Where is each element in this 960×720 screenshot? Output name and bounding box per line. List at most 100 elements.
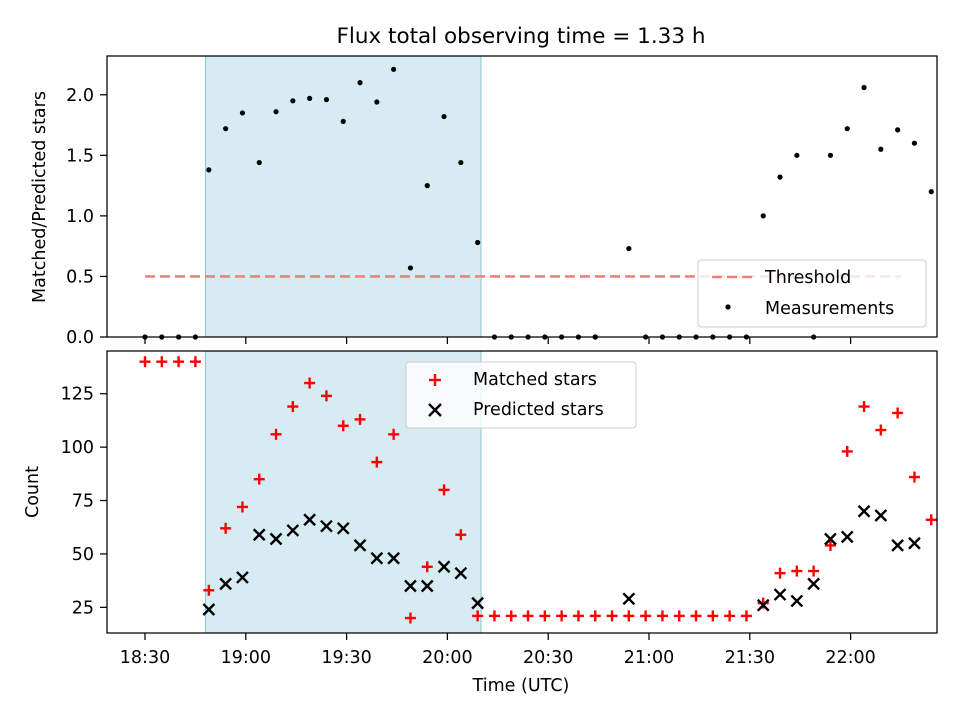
matched-star-point bbox=[690, 610, 702, 622]
bottom-xtick-label: 19:00 bbox=[221, 648, 271, 668]
matched-star-point bbox=[253, 473, 265, 485]
bottom-panel: 25 50 75 100 125 18:30 19:00 19:30 20:00 20:30 21… bbox=[23, 350, 938, 696]
measurement-point bbox=[844, 126, 850, 132]
matched-star-point bbox=[774, 567, 786, 579]
measurement-point bbox=[760, 213, 766, 219]
matched-star-point bbox=[438, 484, 450, 496]
matched-star-point bbox=[824, 539, 836, 551]
bottom-xtick-label: 20:30 bbox=[523, 648, 573, 668]
predicted-star-point bbox=[840, 530, 854, 544]
matched-star-point bbox=[421, 561, 433, 573]
matched-star-point bbox=[404, 612, 416, 624]
legend-matched-label: Matched stars bbox=[473, 370, 597, 390]
predicted-star-point bbox=[404, 579, 417, 593]
measurement-point bbox=[777, 174, 783, 180]
measurement-point bbox=[878, 146, 884, 152]
matched-star-point bbox=[606, 610, 618, 622]
matched-star-point bbox=[156, 356, 168, 368]
bottom-axes-frame bbox=[106, 350, 938, 634]
predicted-star-point bbox=[454, 566, 468, 580]
measurement-point bbox=[626, 245, 632, 252]
predicted-star-point bbox=[807, 577, 820, 591]
measurement-point bbox=[827, 152, 834, 158]
predicted-star-point bbox=[286, 524, 300, 537]
matched-star-point bbox=[724, 610, 736, 622]
predicted-star-point bbox=[336, 521, 350, 535]
matched-star-point bbox=[304, 377, 316, 389]
bottom-xlabel: Time (UTC) bbox=[472, 676, 570, 696]
matched-star-point bbox=[623, 610, 635, 622]
matched-star-point bbox=[455, 529, 467, 541]
top-panel: 0.00.51.01.52.0 Matched/Predicted stars … bbox=[30, 55, 938, 348]
matched-star-point bbox=[472, 610, 484, 622]
predicted-star-point bbox=[756, 598, 770, 612]
matched-star-point bbox=[858, 401, 870, 413]
matched-star-point bbox=[892, 407, 904, 419]
matched-star-point bbox=[656, 610, 668, 622]
bottom-ytick-label: 100 bbox=[61, 438, 94, 458]
bottom-ytick-label: 75 bbox=[72, 492, 94, 512]
predicted-star-point bbox=[773, 588, 787, 601]
matched-star-point bbox=[875, 424, 887, 436]
matched-star-point bbox=[589, 610, 601, 622]
matched-star-point bbox=[791, 565, 803, 577]
predicted-star-point bbox=[622, 592, 636, 606]
predicted-star-point bbox=[437, 560, 451, 574]
matched-star-point bbox=[337, 420, 349, 432]
matched-star-point bbox=[287, 401, 299, 413]
chart-title: Flux total observing time = 1.33 h bbox=[337, 24, 706, 49]
measurement-point bbox=[239, 110, 246, 116]
top-observing-interval bbox=[204, 55, 482, 338]
measurement-point bbox=[340, 118, 346, 125]
matched-star-point bbox=[189, 356, 201, 368]
matched-star-point bbox=[388, 428, 400, 440]
legend-matched-marker bbox=[429, 374, 441, 386]
measurement-point bbox=[307, 95, 313, 101]
predicted-star-point bbox=[219, 577, 232, 591]
measurement-point bbox=[911, 140, 918, 146]
predicted-star-point bbox=[790, 594, 804, 608]
predicted-star-point bbox=[471, 596, 484, 610]
bottom-ytick-label: 25 bbox=[72, 598, 94, 618]
predicted-star-point bbox=[353, 539, 367, 552]
predicted-star-point bbox=[202, 603, 216, 616]
top-ylabel: Matched/Predicted stars bbox=[30, 91, 50, 303]
matched-star-point bbox=[220, 522, 232, 534]
bottom-xtick-label: 21:00 bbox=[624, 648, 674, 668]
matched-star-point bbox=[320, 390, 332, 402]
predicted-star-point bbox=[269, 532, 283, 546]
matched-star-point bbox=[707, 610, 719, 622]
legend-measurements-label: Measurements bbox=[765, 299, 894, 319]
measurement-point bbox=[290, 98, 296, 104]
measurement-point bbox=[458, 159, 464, 166]
measurement-point bbox=[206, 167, 212, 173]
predicted-star-point bbox=[824, 532, 837, 546]
matched-star-point bbox=[757, 597, 769, 609]
top-ytick-label: 1.0 bbox=[66, 207, 94, 227]
matched-star-point bbox=[488, 610, 500, 622]
predicted-star-point bbox=[320, 519, 333, 533]
top-ytick-label: 2.0 bbox=[66, 86, 94, 106]
measurement-point bbox=[407, 265, 414, 271]
measurement-point bbox=[223, 126, 229, 132]
predicted-star-point bbox=[370, 551, 384, 565]
matched-star-point bbox=[354, 413, 366, 425]
measurement-point bbox=[374, 99, 380, 105]
bottom-ytick-label: 50 bbox=[72, 545, 94, 565]
matched-star-point bbox=[173, 356, 185, 368]
top-ytick-label: 0.0 bbox=[66, 328, 94, 348]
bottom-xtick-label: 22:00 bbox=[825, 648, 875, 668]
measurement-point bbox=[895, 127, 901, 133]
legend-predicted-marker bbox=[428, 403, 442, 417]
top-ytick-label: 0.5 bbox=[66, 267, 94, 287]
measurement-point bbox=[424, 182, 430, 189]
bottom-xtick-label: 19:30 bbox=[321, 648, 371, 668]
measurement-point bbox=[928, 189, 934, 195]
measurement-point bbox=[441, 113, 447, 120]
matched-star-point bbox=[371, 456, 383, 468]
matched-star-point bbox=[236, 501, 248, 513]
bottom-ylabel: Count bbox=[23, 466, 43, 518]
matched-star-point bbox=[925, 514, 937, 526]
predicted-star-point bbox=[908, 536, 921, 550]
